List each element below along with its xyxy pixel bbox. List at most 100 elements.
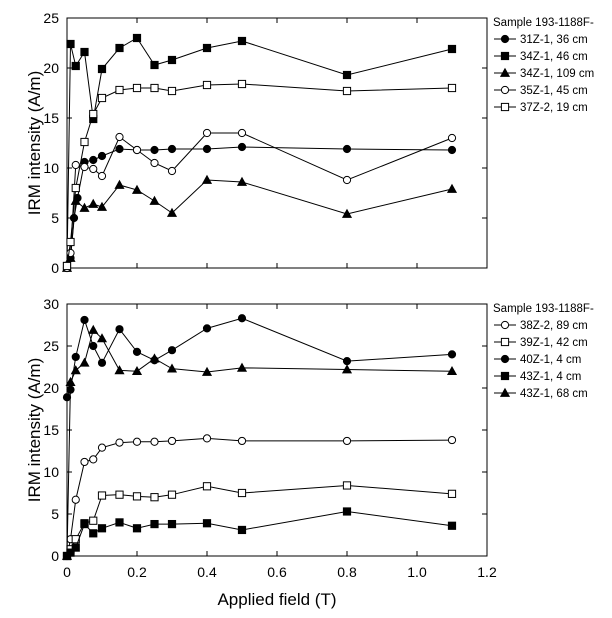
data-point — [70, 365, 81, 375]
data-point — [342, 144, 352, 154]
data-point — [80, 162, 89, 172]
series-4 — [62, 507, 457, 561]
data-point — [202, 434, 212, 443]
data-point — [132, 83, 142, 93]
data-point — [446, 183, 458, 193]
data-point — [97, 358, 107, 367]
data-point — [88, 324, 99, 334]
data-point — [97, 491, 107, 500]
data-point — [71, 61, 80, 71]
data-point — [97, 524, 107, 533]
data-point — [447, 44, 457, 54]
data-point — [97, 443, 107, 452]
data-point — [341, 364, 353, 374]
legend-marker — [499, 67, 511, 77]
data-point — [131, 365, 143, 376]
data-point — [202, 519, 212, 528]
series-line — [66, 329, 453, 557]
data-point — [131, 184, 143, 194]
data-point — [237, 488, 247, 498]
y-tick-label: 25 — [43, 338, 59, 354]
data-point — [89, 529, 98, 538]
legend-marker — [500, 102, 510, 112]
legend-marker — [499, 387, 511, 397]
data-point — [88, 198, 99, 208]
data-point — [150, 158, 159, 168]
legend-entry-label: 43Z-1, 68 cm — [520, 388, 588, 400]
legend-title: Sample 193-1188F- — [493, 17, 594, 29]
data-point — [166, 207, 178, 217]
y-tick-label: 15 — [43, 422, 59, 438]
data-point — [166, 363, 178, 373]
data-point — [150, 519, 159, 529]
series-3 — [62, 314, 457, 402]
chart-panel-1: 0 5 10 15 20 25 IRM intensity (A/m) Sample 193-… — [25, 10, 594, 276]
data-point — [150, 145, 159, 155]
data-point — [150, 83, 159, 93]
series-line — [66, 317, 453, 398]
y-tick-label: 0 — [51, 260, 59, 276]
legend-marker — [500, 371, 510, 381]
data-point — [132, 33, 142, 43]
legend-entry-label: 39Z-1, 42 cm — [520, 337, 588, 349]
data-point — [447, 145, 457, 155]
legend-entry-label: 35Z-1, 45 cm — [520, 85, 588, 97]
x-tick-label: 1.2 — [477, 564, 497, 580]
y-tick-label: 20 — [43, 380, 59, 396]
series-line — [66, 484, 453, 557]
data-point — [167, 519, 177, 529]
series-2 — [62, 33, 457, 271]
data-point — [237, 36, 247, 46]
data-point — [115, 438, 124, 447]
data-point — [89, 341, 98, 351]
series-3 — [61, 174, 458, 272]
data-point — [115, 490, 124, 499]
legend-marker — [500, 85, 510, 95]
data-point — [89, 155, 98, 165]
data-point — [97, 64, 107, 74]
data-point — [115, 132, 124, 142]
x-tick-label: 0.6 — [267, 564, 287, 580]
data-point — [132, 145, 142, 155]
data-point — [62, 393, 72, 402]
data-point — [89, 516, 98, 525]
data-point — [447, 133, 457, 143]
series-5 — [61, 324, 458, 560]
data-point — [202, 144, 212, 154]
data-point — [80, 519, 89, 529]
legend-entry-label: 34Z-1, 109 cm — [520, 68, 594, 80]
legend-entry-label: 40Z-1, 4 cm — [520, 354, 581, 366]
data-point — [342, 357, 352, 366]
legend-marker — [500, 34, 510, 44]
data-point — [96, 333, 108, 343]
data-point — [167, 86, 177, 96]
legend-entry-label: 37Z-2, 19 cm — [520, 102, 588, 114]
data-point — [149, 195, 160, 205]
series-1 — [62, 142, 457, 273]
data-point — [62, 261, 72, 271]
data-point — [341, 208, 353, 218]
y-tick-label: 10 — [43, 160, 59, 176]
data-point — [236, 362, 248, 372]
data-point — [149, 353, 160, 363]
y-tick-label: 5 — [51, 210, 59, 226]
data-point — [61, 550, 73, 560]
data-point — [66, 237, 75, 247]
x-tick-label: 0 — [63, 564, 71, 580]
x-axis-label: Applied field (T) — [217, 590, 336, 609]
data-point — [150, 493, 159, 502]
x-tick-label: 0.8 — [337, 564, 357, 580]
legend-marker — [500, 337, 510, 347]
data-point — [114, 365, 125, 375]
legend-entry-label: 43Z-1, 4 cm — [520, 371, 581, 383]
data-point — [71, 495, 80, 504]
data-point — [202, 80, 212, 90]
plot-frame — [66, 303, 488, 557]
data-point — [71, 352, 80, 362]
data-point — [202, 128, 212, 138]
data-point — [132, 437, 142, 446]
data-point — [167, 144, 177, 154]
data-point — [79, 202, 90, 212]
x-tick-label: 0.4 — [197, 564, 217, 580]
